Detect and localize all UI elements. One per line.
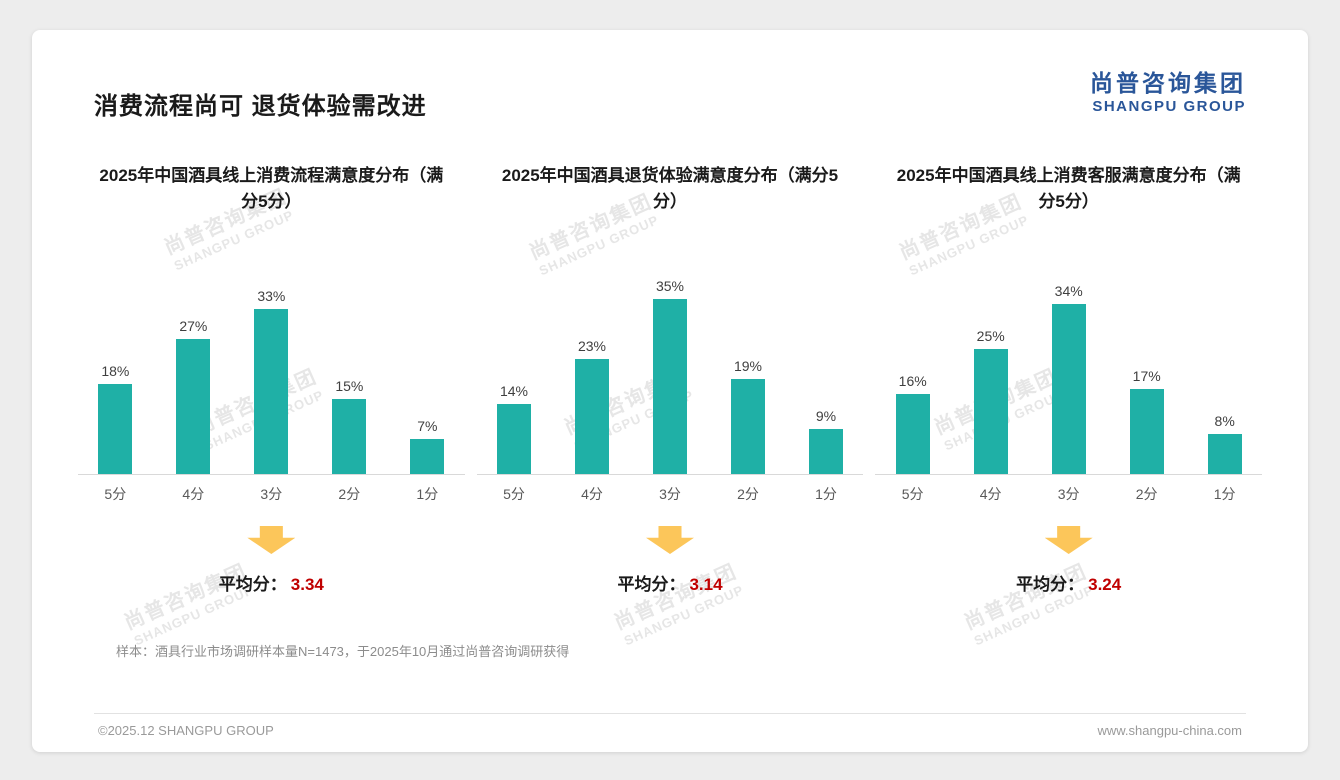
bar-slot: 23% <box>575 338 609 474</box>
x-axis-tick-label: 1分 <box>1213 486 1236 502</box>
company-logo: 尚普咨询集团 SHANGPU GROUP <box>1090 70 1246 116</box>
footer: ©2025.12 SHANGPU GROUP www.shangpu-china… <box>94 713 1246 738</box>
x-axis-labels: 5分 4分 3分 2分 1分 <box>78 475 465 504</box>
average-score: 平均分： 3.14 <box>477 570 864 595</box>
x-axis-tick-label: 1分 <box>416 486 439 502</box>
x-axis-tick-label: 3分 <box>260 486 283 502</box>
slide-card: 尚普咨询集团 SHANGPU GROUP 尚普咨询集团 SHANGPU GROUP 尚普… <box>32 30 1308 752</box>
average-value: 3.14 <box>689 575 723 594</box>
chart-title: 2025年中国酒具线上消费客服满意度分布（满分5分） <box>896 166 1241 211</box>
down-arrow-icon <box>646 526 694 554</box>
charts-row: 2025年中国酒具线上消费流程满意度分布（满分5分） 18% 27% 33% 15% 7… <box>32 163 1308 595</box>
average-label: 平均分： <box>1016 575 1085 594</box>
bar <box>497 404 531 474</box>
down-arrow-icon <box>1044 526 1093 554</box>
logo-text-cn: 尚普咨询集团 <box>1090 70 1246 96</box>
x-axis-tick-label: 5分 <box>901 486 924 502</box>
bar-value-label: 25% <box>976 328 1005 344</box>
bar-slot: 9% <box>809 408 843 474</box>
bar-slot: 16% <box>895 373 930 474</box>
bar <box>731 379 765 474</box>
bar <box>1129 389 1164 474</box>
bar-slot: 19% <box>731 358 765 474</box>
bar <box>575 359 609 474</box>
bar-value-label: 35% <box>655 278 685 294</box>
chart-online-consumption-process: 2025年中国酒具线上消费流程满意度分布（满分5分） 18% 27% 33% 15% 7… <box>78 163 465 595</box>
x-axis-tick-label: 1分 <box>815 486 837 502</box>
average-value: 3.34 <box>290 575 324 594</box>
bar-value-label: 18% <box>101 363 130 379</box>
logo-text-en: SHANGPU GROUP <box>1092 98 1246 116</box>
x-axis-tick-label: 5分 <box>104 486 127 502</box>
bar-slot: 35% <box>653 278 687 474</box>
average-score: 平均分： 3.34 <box>78 570 465 595</box>
bar-value-label: 17% <box>1132 368 1161 384</box>
x-axis-tick-label: 4分 <box>581 486 603 502</box>
average-label: 平均分： <box>218 575 287 594</box>
bar-slot: 25% <box>973 328 1008 474</box>
bar-value-label: 14% <box>499 383 529 399</box>
average-label: 平均分： <box>617 575 686 594</box>
bar-slot: 14% <box>497 383 531 474</box>
x-axis-labels: 5分 4分 3分 2分 1分 <box>875 475 1262 504</box>
bar-value-label: 19% <box>733 358 763 374</box>
bar <box>410 439 445 474</box>
bar-slot: 33% <box>254 288 289 474</box>
average-score: 平均分： 3.24 <box>875 570 1262 595</box>
chart-title: 2025年中国酒具退货体验满意度分布（满分5分） <box>501 166 839 211</box>
bar-plot: 16% 25% 34% 17% 8% <box>875 283 1263 475</box>
bar-value-label: 27% <box>179 318 208 334</box>
bar-value-label: 7% <box>417 418 438 434</box>
bar-value-label: 9% <box>815 408 837 424</box>
bar <box>176 339 211 474</box>
bar-slot: 18% <box>98 363 133 474</box>
x-axis-tick-label: 2分 <box>1135 486 1158 502</box>
x-axis-tick-label: 4分 <box>182 486 205 502</box>
bar <box>895 394 930 474</box>
bar <box>653 299 687 474</box>
down-arrow-icon <box>247 526 296 554</box>
sample-note: 样本：酒具行业市场调研样本量N=1473，于2025年10月通过尚普咨询调研获得 <box>116 644 570 659</box>
bar-value-label: 34% <box>1054 283 1083 299</box>
bar-slot: 15% <box>332 378 367 474</box>
bar <box>973 349 1008 474</box>
bar <box>1051 304 1086 474</box>
x-axis-tick-label: 4分 <box>979 486 1002 502</box>
footer-website: www.shangpu-china.com <box>1097 723 1242 738</box>
header: 消费流程尚可 退货体验需改进 尚普咨询集团 SHANGPU GROUP <box>32 30 1308 121</box>
bar <box>1207 434 1242 474</box>
x-axis-labels: 5分 4分 3分 2分 1分 <box>477 475 864 504</box>
x-axis-tick-label: 3分 <box>1057 486 1080 502</box>
bar <box>98 384 133 474</box>
chart-customer-service: 2025年中国酒具线上消费客服满意度分布（满分5分） 16% 25% 34% 17% 8… <box>875 163 1263 595</box>
x-axis-tick-label: 3分 <box>659 486 681 502</box>
x-axis-tick-label: 2分 <box>338 486 361 502</box>
chart-return-experience: 2025年中国酒具退货体验满意度分布（满分5分） 14% 23% 35% 19% 9% … <box>476 163 864 595</box>
bar-value-label: 15% <box>335 378 364 394</box>
average-value: 3.24 <box>1088 575 1122 594</box>
bar-slot: 27% <box>176 318 211 474</box>
bar-slot: 8% <box>1207 413 1242 474</box>
bar <box>254 309 289 474</box>
bar-plot: 18% 27% 33% 15% 7% <box>78 287 465 475</box>
bar <box>809 429 843 474</box>
bar <box>332 399 367 474</box>
bar-value-label: 23% <box>577 338 607 354</box>
chart-title: 2025年中国酒具线上消费流程满意度分布（满分5分） <box>99 166 444 211</box>
bar-value-label: 8% <box>1214 413 1235 429</box>
bar-slot: 34% <box>1051 283 1086 474</box>
page-title: 消费流程尚可 退货体验需改进 <box>94 93 427 120</box>
bar-value-label: 16% <box>898 373 927 389</box>
x-axis-tick-label: 5分 <box>503 486 525 502</box>
bar-slot: 7% <box>410 418 445 474</box>
bar-value-label: 33% <box>257 288 286 304</box>
bar-plot: 14% 23% 35% 19% 9% <box>476 278 864 475</box>
x-axis-tick-label: 2分 <box>737 486 759 502</box>
footer-copyright: ©2025.12 SHANGPU GROUP <box>98 723 274 738</box>
bar-slot: 17% <box>1129 368 1164 474</box>
